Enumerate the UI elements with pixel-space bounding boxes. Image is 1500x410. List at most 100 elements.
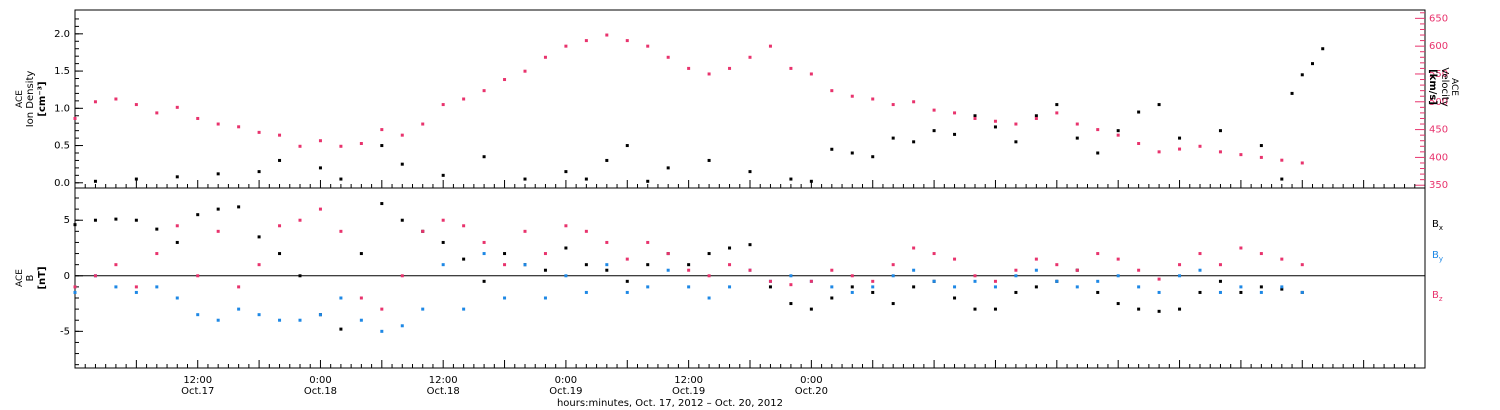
field-point-by <box>687 285 691 289</box>
velocity-point <box>830 89 834 93</box>
density-point <box>318 166 322 170</box>
field-point-by <box>1300 290 1304 294</box>
field-point-bx <box>298 274 302 278</box>
field-point-bz <box>1034 257 1038 261</box>
velocity-point <box>850 94 854 98</box>
density-point <box>1116 129 1120 133</box>
field-point-bx <box>1116 302 1120 306</box>
density-point <box>278 158 282 162</box>
density-point <box>1311 62 1314 66</box>
field-point-bz <box>482 240 486 244</box>
velocity-axis-label-line2: Velocity <box>1439 67 1450 106</box>
velocity-point <box>993 119 997 123</box>
field-point-bz <box>748 268 752 272</box>
field-axis-label-line1: ACE <box>15 269 25 287</box>
velocity-tick-label: 450 <box>1429 125 1448 136</box>
density-point <box>175 175 179 179</box>
velocity-point <box>932 108 936 112</box>
field-point-by <box>871 285 875 289</box>
velocity-axis-label-line3: [km/s] <box>1427 69 1438 105</box>
velocity-point <box>380 128 384 132</box>
velocity-point <box>441 103 445 107</box>
field-point-by <box>564 274 568 278</box>
field-point-bx <box>891 302 895 306</box>
field-point-bx <box>707 252 711 256</box>
field-point-bx <box>953 296 957 300</box>
field-point-by <box>155 285 159 289</box>
date-tick-label: Oct.17 <box>181 386 214 397</box>
field-point-bz <box>1280 257 1284 261</box>
field-point-bx <box>93 218 97 222</box>
legend-by: By <box>1432 250 1443 263</box>
field-point-by <box>1055 279 1059 283</box>
field-point-bx <box>155 227 159 231</box>
field-point-bx <box>1218 279 1222 283</box>
field-point-by <box>421 307 425 311</box>
field-point-bz <box>237 285 241 289</box>
velocity-point <box>1178 147 1182 151</box>
field-point-by <box>830 285 834 289</box>
field-point-by <box>625 290 629 294</box>
field-point-bz <box>1096 252 1100 256</box>
field-point-bx <box>564 246 568 250</box>
field-point-bx <box>1096 290 1100 294</box>
density-point <box>850 151 854 155</box>
field-point-bz <box>830 268 834 272</box>
density-point <box>932 129 936 133</box>
density-point <box>441 173 445 177</box>
velocity-tick-label: 600 <box>1429 41 1448 52</box>
velocity-point <box>523 69 527 73</box>
velocity-tick-label: 350 <box>1429 180 1448 191</box>
field-point-bx <box>482 279 486 283</box>
velocity-point <box>462 97 466 101</box>
density-point <box>482 155 486 159</box>
field-point-by <box>993 285 997 289</box>
density-point <box>666 166 670 170</box>
field-point-by <box>73 290 77 294</box>
field-point-by <box>1198 268 1202 272</box>
field-point-by <box>912 268 916 272</box>
velocity-tick-label: 500 <box>1429 97 1448 108</box>
field-point-bz <box>175 224 179 228</box>
field-point-by <box>380 329 384 333</box>
velocity-point <box>278 133 282 137</box>
field-point-bz <box>421 229 425 233</box>
velocity-point <box>584 39 588 43</box>
density-point <box>891 136 895 140</box>
field-point-bx <box>73 223 77 227</box>
field-point-bz <box>1137 268 1141 272</box>
date-tick-label: Oct.19 <box>672 386 705 397</box>
field-point-bz <box>1157 277 1161 281</box>
field-point-by <box>278 318 282 322</box>
field-point-bz <box>257 263 261 267</box>
field-point-by <box>1014 274 1018 278</box>
velocity-point <box>1300 161 1304 165</box>
velocity-point <box>237 125 241 129</box>
field-point-bx <box>1198 290 1202 294</box>
field-point-by <box>318 313 322 317</box>
date-tick-label: Oct.18 <box>304 386 337 397</box>
field-point-bz <box>809 279 813 283</box>
field-point-by <box>1239 285 1243 289</box>
density-tick-label: 1.5 <box>54 66 70 77</box>
field-point-bz <box>503 263 507 267</box>
field-point-bx <box>237 205 241 209</box>
time-tick-label: 0:00 <box>800 375 822 386</box>
density-point <box>625 144 629 148</box>
field-point-bx <box>625 279 629 283</box>
velocity-point <box>1157 150 1161 154</box>
velocity-point <box>114 97 118 101</box>
field-point-by <box>196 313 200 317</box>
density-point <box>1034 114 1038 118</box>
velocity-point <box>1259 155 1263 159</box>
velocity-point <box>564 44 568 48</box>
field-point-by <box>1096 279 1100 283</box>
density-point <box>605 158 609 162</box>
velocity-point <box>973 116 977 120</box>
velocity-point <box>1034 116 1038 120</box>
field-point-bx <box>687 263 691 267</box>
field-point-by <box>359 318 363 322</box>
field-point-bx <box>605 268 609 272</box>
density-point <box>646 179 650 183</box>
